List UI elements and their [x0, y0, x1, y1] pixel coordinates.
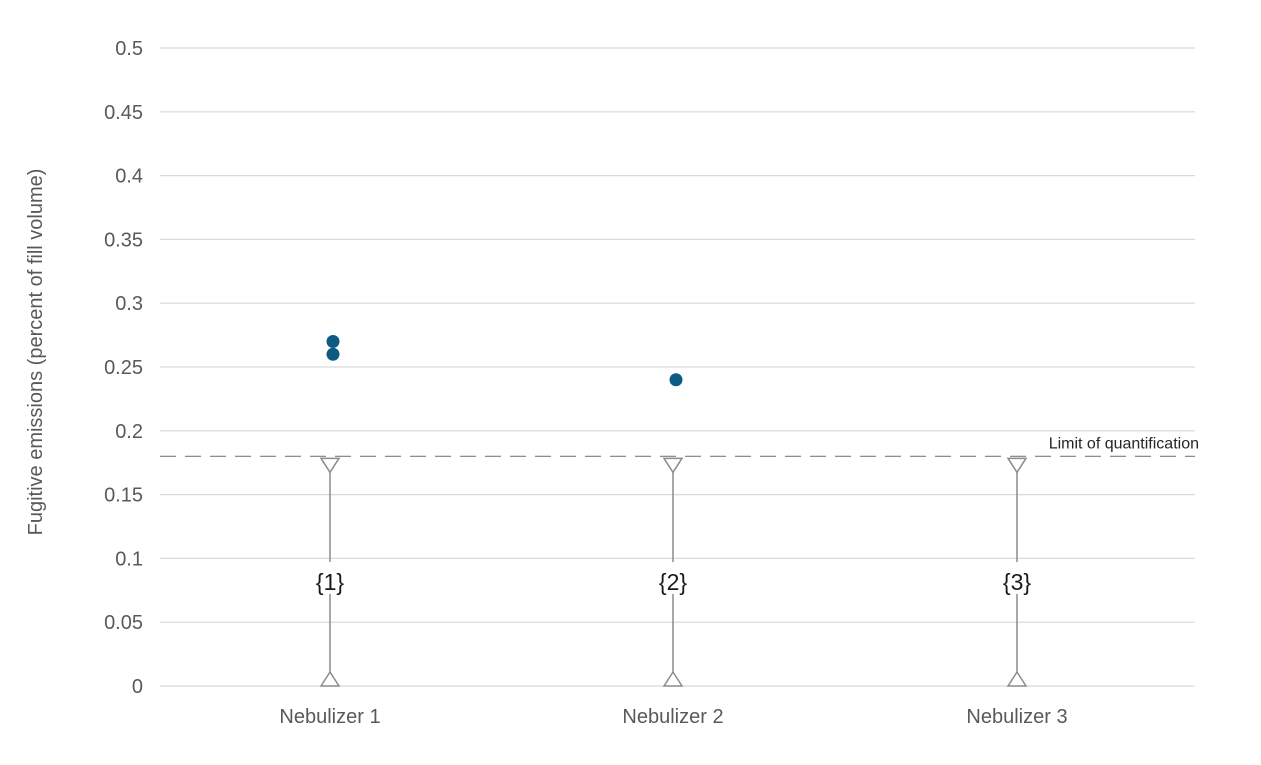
upper-bound-marker [319, 457, 341, 474]
y-tick-label: 0.15 [104, 485, 143, 507]
y-tick-label: 0.45 [104, 102, 143, 124]
range-note-label: {3} [1003, 569, 1031, 595]
y-tick-label: 0.4 [115, 166, 143, 188]
x-category-label: Nebulizer 3 [966, 706, 1067, 728]
data-point [669, 373, 683, 387]
y-axis-label: Fugitive emissions (percent of fill volu… [25, 169, 47, 536]
y-tick-label: 0.35 [104, 229, 143, 251]
gridlines [160, 47, 1195, 687]
upper-bound-marker [1006, 457, 1028, 474]
limit-of-quantification-label: Limit of quantification [1049, 435, 1199, 452]
x-category-label: Nebulizer 2 [622, 706, 723, 728]
upper-bound-marker [662, 457, 684, 474]
below-loq-ranges: {1} {2} {3} [308, 457, 1039, 687]
lower-bound-marker [662, 670, 684, 687]
y-tick-label: 0.3 [115, 293, 143, 315]
reference-line-group: Limit of quantification [160, 435, 1199, 457]
y-tick-label: 0.05 [104, 612, 143, 634]
y-tick-label: 0 [132, 676, 143, 698]
data-point [326, 334, 340, 348]
y-tick-label: 0.5 [115, 38, 143, 60]
y-tick-label: 0.1 [115, 548, 143, 570]
y-tick-label: 0.25 [104, 357, 143, 379]
lower-bound-marker [1006, 670, 1028, 687]
below-loq-range: {3} [995, 457, 1039, 687]
range-note-label: {1} [316, 569, 344, 595]
y-tick-label: 0.2 [115, 421, 143, 443]
below-loq-range: {1} [308, 457, 352, 687]
data-points [326, 334, 683, 387]
y-axis-ticks: 0 0.05 0.1 0.15 0.2 0.25 0.3 0.35 0.4 0.45 0.5 [104, 38, 143, 698]
note-background [995, 561, 1039, 594]
x-axis-categories: Nebulizer 1 Nebulizer 2 Nebulizer 3 [279, 706, 1067, 728]
x-category-label: Nebulizer 1 [279, 706, 380, 728]
below-loq-range: {2} [651, 457, 695, 687]
lower-bound-marker [319, 670, 341, 687]
data-point [326, 347, 340, 361]
range-note-label: {2} [659, 569, 687, 595]
note-background [651, 561, 695, 594]
note-background [308, 561, 352, 594]
